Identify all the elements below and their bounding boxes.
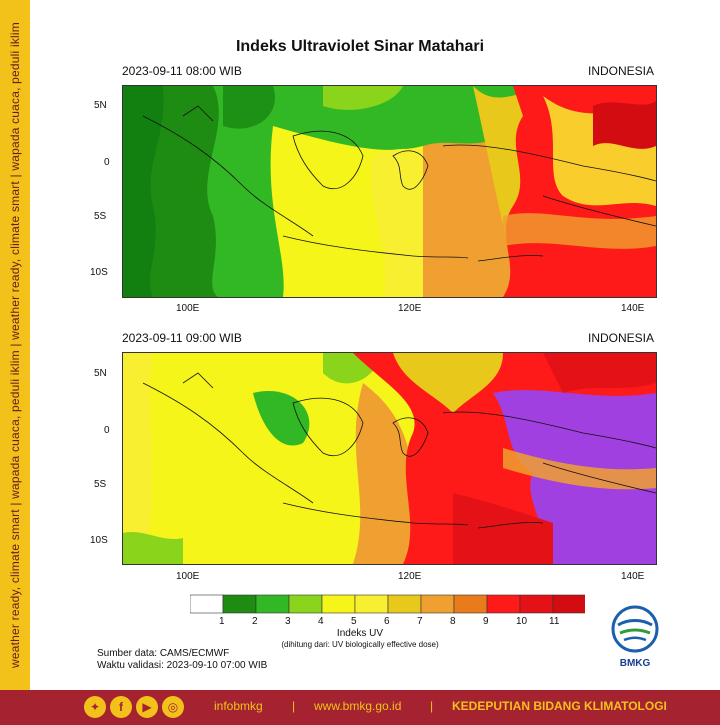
lon-label: 100E	[176, 303, 200, 314]
colorbar-box	[519, 594, 554, 614]
lat-label: 0	[104, 425, 110, 436]
colorbar-tick-label: 7	[417, 616, 423, 627]
validity-time: Waktu validasi: 2023-09-10 07:00 WIB	[97, 660, 268, 671]
department-name: KEDEPUTIAN BIDANG KLIMATOLOGI	[452, 699, 667, 713]
uv-map-0900	[122, 352, 657, 565]
colorbar-box	[552, 594, 585, 614]
sidebar-banner: weather ready, climate smart | wapada cu…	[0, 0, 30, 690]
lat-label: 0	[104, 157, 110, 168]
colorbar-tick-label: 1	[219, 616, 225, 627]
colorbar-box	[387, 594, 422, 614]
panel2-time: 2023-09-11 09:00 WIB	[122, 331, 242, 345]
panel1-region: INDONESIA	[588, 64, 655, 78]
lon-label: 100E	[176, 571, 200, 582]
colorbar-tick-label: 10	[516, 616, 528, 627]
colorbar-tick-label: 8	[450, 616, 456, 627]
colorbar-tick-label: 11	[549, 616, 560, 627]
website-link[interactable]: www.bmkg.go.id	[314, 699, 402, 713]
lat-label: 5N	[94, 100, 107, 111]
footer-separator: |	[430, 699, 434, 713]
colorbar-box	[190, 594, 224, 614]
colorbar-box	[288, 594, 323, 614]
footer-bar: ✦ f ▶ ◎ infobmkg | www.bmkg.go.id | KEDE…	[0, 690, 720, 725]
colorbar-box	[354, 594, 389, 614]
top-border	[30, 0, 720, 6]
uv-colorbar	[190, 594, 585, 614]
legend-subtitle: (dihitung dari: UV biologically effectiv…	[281, 640, 439, 649]
lat-label: 10S	[90, 267, 108, 278]
source-data: Sumber data: CAMS/ECMWF	[97, 648, 230, 659]
panel2-region: INDONESIA	[588, 331, 655, 345]
colorbar-tick-label: 3	[285, 616, 291, 627]
colorbar-tick-label: 6	[384, 616, 390, 627]
lat-label: 10S	[90, 535, 108, 546]
youtube-icon[interactable]: ▶	[136, 696, 158, 718]
map-title: Indeks Ultraviolet Sinar Matahari	[235, 38, 485, 55]
panel1-time: 2023-09-11 08:00 WIB	[122, 64, 242, 78]
colorbar-box	[453, 594, 488, 614]
colorbar-tick-label: 5	[351, 616, 357, 627]
footer-separator: |	[292, 699, 296, 713]
facebook-icon[interactable]: f	[110, 696, 132, 718]
colorbar-tick-label: 9	[483, 616, 489, 627]
lon-label: 120E	[398, 571, 422, 582]
colorbar-box	[222, 594, 257, 614]
bmkg-logo: BMKG	[610, 605, 660, 669]
legend-title: Indeks UV	[336, 628, 384, 639]
uv-map-0800	[122, 85, 657, 298]
social-handle[interactable]: infobmkg	[214, 699, 263, 713]
colorbar-box	[486, 594, 521, 614]
colorbar-box	[255, 594, 290, 614]
lon-label: 140E	[621, 571, 645, 582]
twitter-icon[interactable]: ✦	[84, 696, 106, 718]
social-icons: ✦ f ▶ ◎	[84, 696, 184, 718]
lon-label: 140E	[621, 303, 645, 314]
instagram-icon[interactable]: ◎	[162, 696, 184, 718]
sidebar-text: weather ready, climate smart | wapada cu…	[8, 22, 22, 668]
lon-label: 120E	[398, 303, 422, 314]
colorbar-box	[420, 594, 455, 614]
lat-label: 5S	[94, 479, 107, 490]
colorbar-tick-label: 2	[252, 616, 258, 627]
bmkg-logo-text: BMKG	[619, 658, 651, 669]
lat-label: 5S	[94, 211, 107, 222]
lat-label: 5N	[94, 368, 107, 379]
colorbar-tick-label: 4	[318, 616, 324, 627]
colorbar-box	[321, 594, 356, 614]
